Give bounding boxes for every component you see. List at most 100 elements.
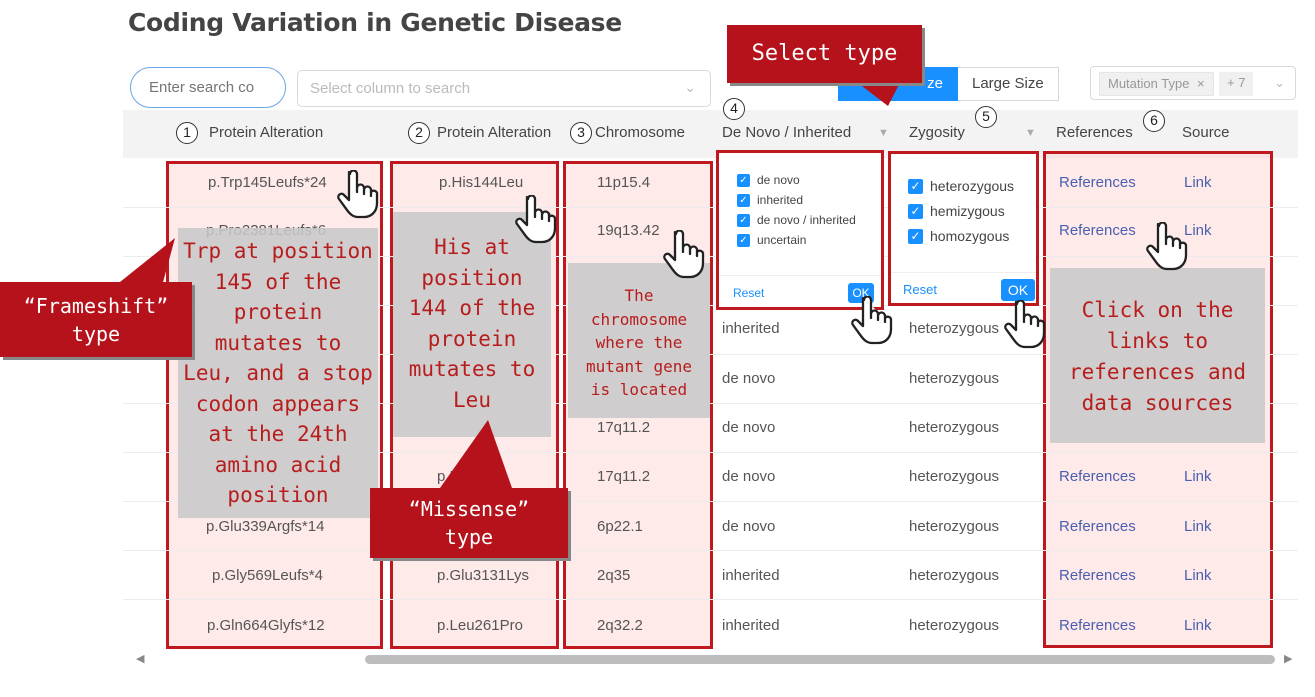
note-line: Click on the: [1081, 298, 1234, 322]
source-link[interactable]: Link: [1184, 518, 1212, 535]
filter-option-label: de novo / inherited: [757, 213, 856, 227]
note-line: mutates to: [408, 357, 536, 381]
source-link[interactable]: Link: [1184, 222, 1212, 239]
scroll-right-icon[interactable]: ▶: [1284, 653, 1293, 665]
column-select[interactable]: Select column to search ⌄: [297, 70, 711, 107]
note-line: 145 of the: [214, 269, 342, 294]
cell-zygosity: heterozygous: [909, 617, 1000, 634]
missense-callout: “Missense” type: [370, 488, 568, 558]
chromosome-explanation-note: The chromosome where the mutant gene is …: [568, 263, 710, 418]
header-source[interactable]: Source: [1182, 124, 1230, 141]
cell-de-novo: de novo: [722, 518, 776, 535]
note-line: references and: [1068, 360, 1246, 384]
frameshift-pointer: [120, 238, 175, 286]
source-link[interactable]: Link: [1184, 567, 1212, 584]
note-line: protein: [427, 326, 517, 351]
header-chromosome[interactable]: Chromosome: [595, 124, 686, 141]
filter-icon[interactable]: ▼: [1025, 127, 1036, 139]
filter-option[interactable]: ✓ uncertain: [737, 233, 856, 247]
reset-button[interactable]: Reset: [733, 286, 765, 300]
references-link[interactable]: References: [1059, 468, 1136, 485]
note-line: position: [227, 483, 329, 507]
mutation-type-select[interactable]: Mutation Type × + 7 ⌄: [1090, 66, 1296, 100]
step-number-3: 3: [570, 122, 592, 144]
filter-icon[interactable]: ▼: [878, 127, 889, 139]
pointing-hand-icon: [337, 170, 379, 219]
column-select-placeholder: Select column to search: [310, 80, 471, 97]
scrollbar-thumb[interactable]: [365, 655, 1275, 664]
step-number-2: 2: [408, 122, 430, 144]
more-tags-count: + 7: [1219, 72, 1254, 96]
callout-text: Select type: [751, 41, 898, 66]
note-line: at the 24th: [208, 422, 348, 446]
source-link[interactable]: Link: [1184, 174, 1212, 191]
cell-protein-1: p.Gln664Glyfs*12: [207, 617, 325, 634]
references-link[interactable]: References: [1059, 567, 1136, 584]
check-icon: ✓: [737, 173, 750, 187]
header-de-novo-inherited[interactable]: De Novo / Inherited: [722, 124, 852, 141]
filter-option[interactable]: ✓ heterozygous: [908, 178, 1014, 194]
filter-option[interactable]: ✓ de novo: [737, 173, 856, 187]
de-novo-filter-dropdown: ✓ de novo ✓ inherited ✓ de novo / inherited…: [716, 150, 884, 310]
header-zygosity[interactable]: Zygosity: [909, 124, 965, 141]
pointing-hand-icon: [1146, 222, 1188, 271]
large-size-button[interactable]: Large Size: [958, 67, 1059, 101]
row-divider: [123, 256, 1298, 257]
pointing-hand-icon: [1004, 300, 1046, 349]
select-type-callout: Select type: [727, 25, 922, 83]
close-icon[interactable]: ×: [1197, 76, 1205, 91]
callout-text: type: [71, 322, 121, 346]
callout-text: type: [444, 525, 494, 549]
note-line: protein: [233, 300, 323, 324]
header-protein-alteration-1[interactable]: Protein Alteration: [209, 124, 324, 141]
cell-zygosity: heterozygous: [909, 567, 1000, 584]
header-protein-alteration-2[interactable]: Protein Alteration: [437, 124, 552, 141]
source-link[interactable]: Link: [1184, 617, 1212, 634]
references-link[interactable]: References: [1059, 518, 1136, 535]
note-line: links to: [1106, 329, 1209, 353]
note-line: mutant gene: [586, 356, 692, 376]
filter-option-label: homozygous: [930, 228, 1010, 244]
filter-option[interactable]: ✓ inherited: [737, 193, 856, 207]
mutation-type-tag[interactable]: Mutation Type ×: [1099, 72, 1214, 96]
step-number-5: 5: [975, 106, 997, 128]
search-input[interactable]: [130, 67, 286, 108]
cell-protein-1: p.Glu339Argfs*14: [206, 518, 325, 535]
cell-protein-2: p.Leu261Pro: [437, 617, 523, 634]
page-title: Coding Variation in Genetic Disease: [128, 8, 622, 37]
cell-de-novo: de novo: [722, 468, 776, 485]
step-number-6: 6: [1143, 110, 1165, 132]
check-icon: ✓: [737, 193, 750, 207]
pointing-hand-icon: [515, 195, 557, 244]
cell-de-novo: inherited: [722, 617, 780, 634]
note-line: mutates to: [214, 330, 342, 355]
filter-option[interactable]: ✓ hemizygous: [908, 203, 1014, 219]
references-link[interactable]: References: [1059, 174, 1136, 191]
filter-option[interactable]: ✓ homozygous: [908, 228, 1014, 244]
note-line: is located: [590, 380, 688, 399]
row-divider: [123, 452, 1298, 453]
references-link[interactable]: References: [1059, 617, 1136, 634]
reset-button[interactable]: Reset: [903, 282, 937, 297]
cell-chromosome: 19q13.42: [597, 222, 660, 239]
note-line: codon appears: [195, 391, 361, 416]
cell-zygosity: heterozygous: [909, 518, 1000, 535]
scroll-left-icon[interactable]: ◀: [136, 653, 145, 665]
row-divider: [123, 305, 1298, 306]
step-number-4: 4: [723, 98, 745, 120]
references-link[interactable]: References: [1059, 222, 1136, 239]
source-link[interactable]: Link: [1184, 468, 1212, 485]
frameshift-callout: “Frameshift” type: [0, 282, 192, 357]
cell-protein-2: p.Glu3131Lys: [437, 567, 530, 584]
zygosity-filter-dropdown: ✓ heterozygous ✓ hemizygous ✓ homozygous Re…: [888, 151, 1039, 306]
cell-zygosity: heterozygous: [909, 320, 1000, 337]
note-line: amino acid: [214, 452, 342, 477]
row-divider: [123, 207, 1298, 208]
header-references[interactable]: References: [1056, 124, 1133, 141]
cell-protein-2: p.His144Leu: [439, 174, 524, 191]
check-icon: ✓: [737, 233, 750, 247]
ok-button[interactable]: OK: [1001, 279, 1035, 301]
filter-option[interactable]: ✓ de novo / inherited: [737, 213, 856, 227]
missense-pointer: [440, 420, 512, 488]
